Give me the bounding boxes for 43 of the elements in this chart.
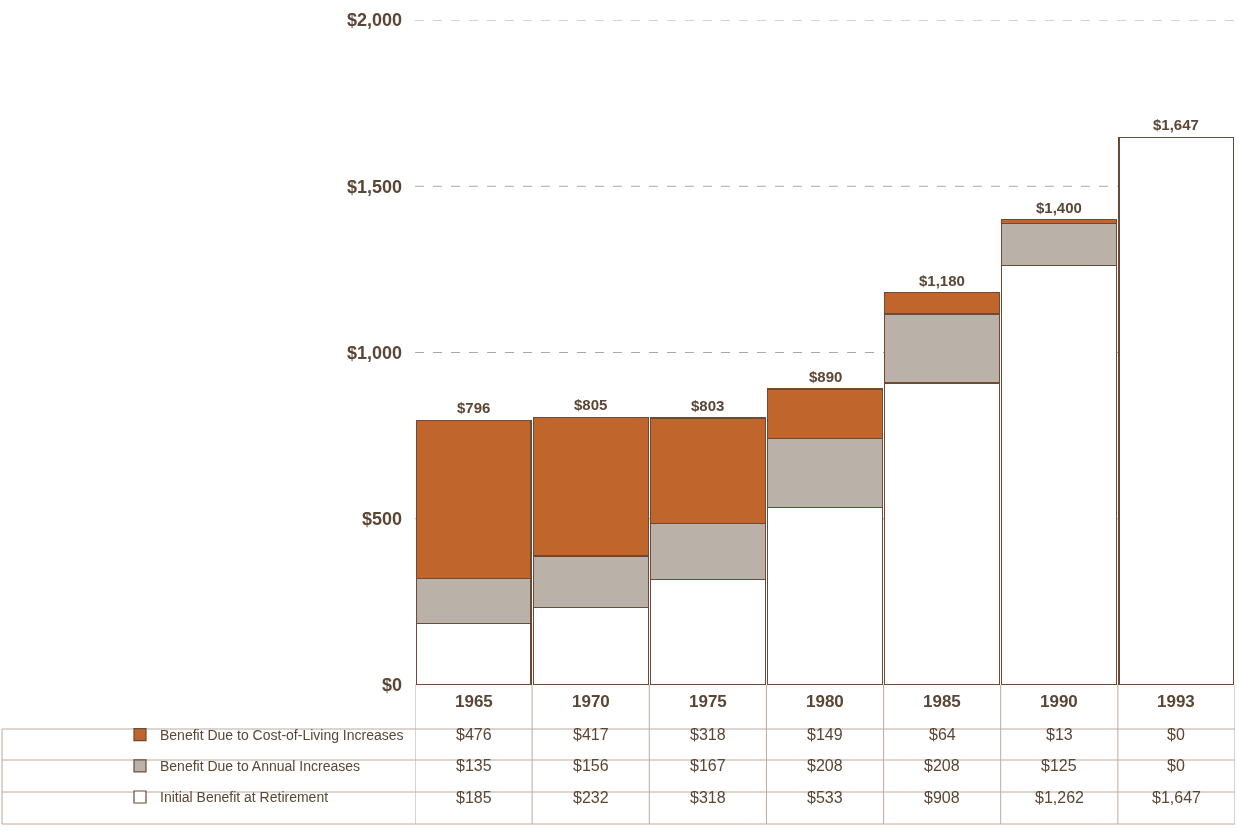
x-tick-label: 1993 xyxy=(1157,692,1195,711)
data-label: $232 xyxy=(573,789,609,806)
legend-label: Initial Benefit at Retirement xyxy=(160,789,329,806)
x-tick-label: 1990 xyxy=(1040,692,1078,711)
y-tick-label: $2,000 xyxy=(346,10,402,31)
x-tick-label: 1975 xyxy=(689,692,727,711)
y-tick-label: $500 xyxy=(361,509,402,530)
total-label: $1,400 xyxy=(1036,199,1082,216)
data-label: $208 xyxy=(807,757,843,774)
x-tick-label: 1965 xyxy=(455,692,493,711)
total-label: $1,180 xyxy=(919,272,965,289)
data-label: $64 xyxy=(929,726,956,743)
data-label: $208 xyxy=(924,757,960,774)
y-tick-label: $0 xyxy=(381,675,402,696)
data-label: $149 xyxy=(807,726,843,743)
data-label: $1,647 xyxy=(1152,789,1202,806)
data-label: $185 xyxy=(456,789,492,806)
x-tick-label: 1980 xyxy=(806,692,844,711)
total-label: $890 xyxy=(809,368,843,385)
total-label: $805 xyxy=(574,396,608,413)
y-tick-label: $1,500 xyxy=(346,176,402,197)
data-label: $908 xyxy=(924,789,960,806)
y-tick-label: $1,000 xyxy=(346,342,402,363)
data-label: $156 xyxy=(573,757,609,774)
data-label: $135 xyxy=(456,757,492,774)
total-label: $1,647 xyxy=(1153,116,1199,133)
data-label: $476 xyxy=(456,726,492,743)
x-tick-label: 1970 xyxy=(572,692,610,711)
legend-label: Benefit Due to Cost-of-Living Increases xyxy=(160,727,404,744)
total-label: $796 xyxy=(457,399,491,416)
data-label: $318 xyxy=(690,789,726,806)
legend-label: Benefit Due to Annual Increases xyxy=(160,758,361,775)
data-label: $1,262 xyxy=(1035,789,1085,806)
data-label: $0 xyxy=(1167,757,1185,774)
data-label: $318 xyxy=(690,726,726,743)
data-label: $167 xyxy=(690,757,726,774)
total-label: $803 xyxy=(691,397,725,414)
x-tick-label: 1985 xyxy=(923,692,961,711)
data-label: $533 xyxy=(807,789,843,806)
data-label: $125 xyxy=(1041,757,1077,774)
data-label: $13 xyxy=(1046,726,1073,743)
data-label: $417 xyxy=(573,726,609,743)
data-label: $0 xyxy=(1167,726,1185,743)
